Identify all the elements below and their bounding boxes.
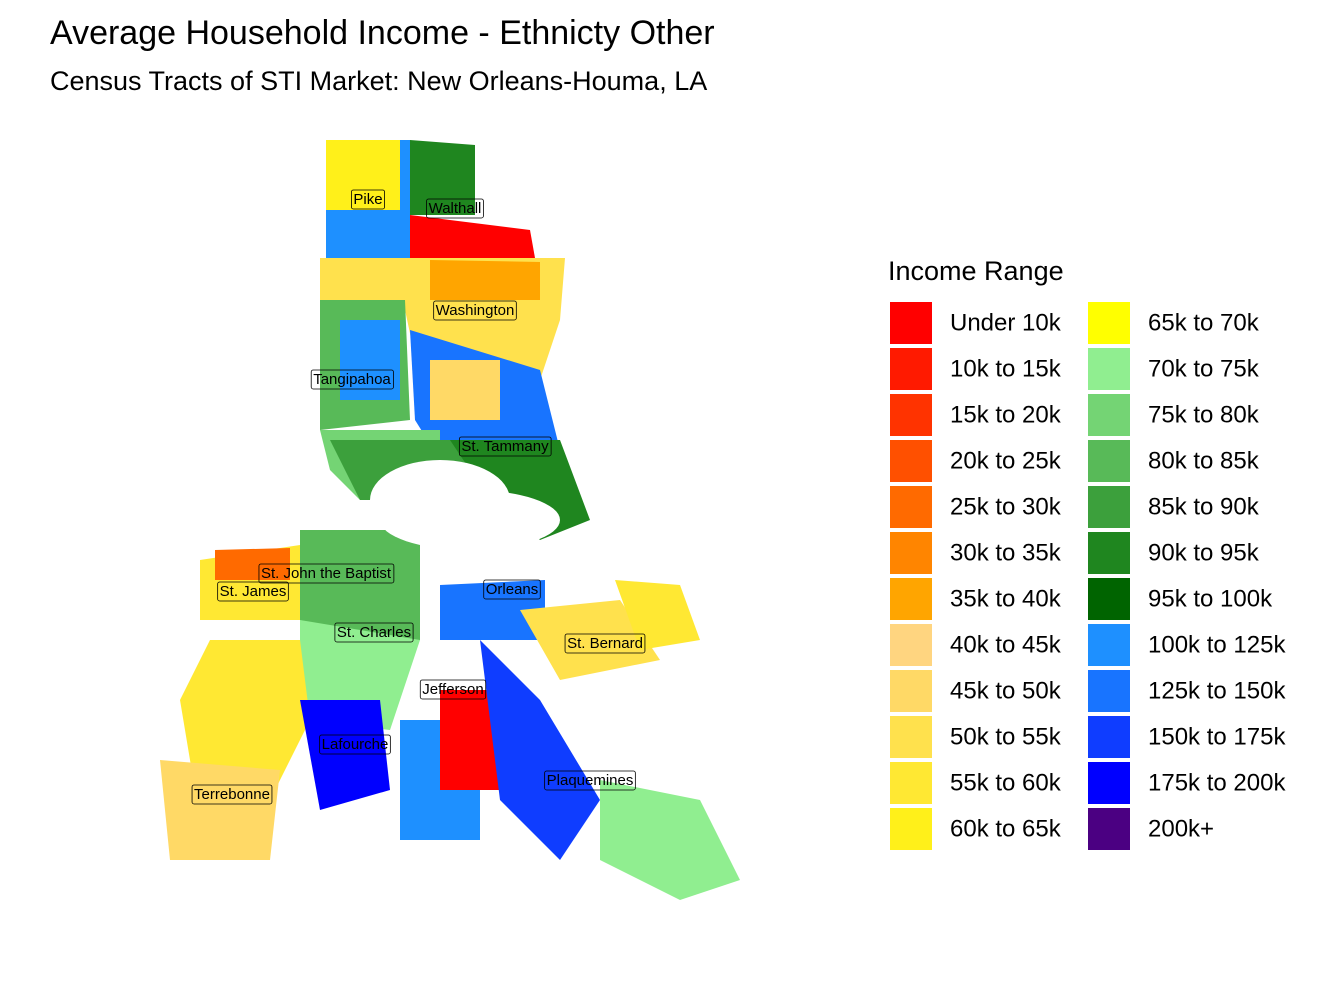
parish-label: Jefferson xyxy=(422,681,483,698)
legend-label: 175k to 200k xyxy=(1148,769,1286,796)
legend-label: 40k to 45k xyxy=(950,631,1062,658)
parish-label-box xyxy=(426,198,484,219)
legend-label: 15k to 20k xyxy=(950,401,1062,428)
legend-label: 20k to 25k xyxy=(950,447,1062,474)
legend-swatch xyxy=(890,624,932,666)
parish-label-box xyxy=(310,369,394,390)
legend-swatch xyxy=(1088,486,1130,528)
parish-label-box xyxy=(334,622,414,643)
parish-label-box xyxy=(433,300,517,321)
parish-label: St. James xyxy=(220,583,287,600)
parish-label-box xyxy=(351,189,385,210)
legend-label: 70k to 75k xyxy=(1148,355,1260,382)
parish-label: Walthall xyxy=(429,200,482,217)
legend-swatch xyxy=(1088,808,1130,850)
parish-label: Terrebonne xyxy=(194,786,270,803)
parish-label-box xyxy=(191,784,273,805)
parish-label: Lafourche xyxy=(322,736,389,753)
parish-label: Orleans xyxy=(486,581,539,598)
parish-label-box xyxy=(217,581,289,602)
parish-label: St. John the Baptist xyxy=(261,565,392,582)
legend-swatch xyxy=(890,440,932,482)
legend-swatch xyxy=(1088,440,1130,482)
legend-label: 55k to 60k xyxy=(950,769,1062,796)
parish-labels: Pike Walthall Washington Tangipahoa St. Tamm… xyxy=(191,189,646,805)
parish-label: Pike xyxy=(353,191,382,208)
legend-swatch xyxy=(890,670,932,712)
legend-label: 80k to 85k xyxy=(1148,447,1260,474)
legend-label: 65k to 70k xyxy=(1148,309,1260,336)
legend-swatch xyxy=(890,394,932,436)
legend-label: Under 10k xyxy=(950,309,1062,336)
legend-label: 60k to 65k xyxy=(950,815,1062,842)
legend-swatch xyxy=(1088,532,1130,574)
legend-swatch xyxy=(1088,348,1130,390)
parish-label: Washington xyxy=(436,302,515,319)
parish-label: Plaquemines xyxy=(547,772,634,789)
parish-label-box xyxy=(564,633,646,654)
legend-label: 45k to 50k xyxy=(950,677,1062,704)
legend-swatch xyxy=(890,486,932,528)
legend-label: 90k to 95k xyxy=(1148,539,1260,566)
legend-title: Income Range xyxy=(888,256,1064,286)
legend-swatch xyxy=(1088,578,1130,620)
subtitle: Census Tracts of STI Market: New Orleans… xyxy=(50,66,707,96)
legend-swatch xyxy=(1088,302,1130,344)
legend-label: 125k to 150k xyxy=(1148,677,1286,704)
parish-label-box xyxy=(419,679,487,700)
legend-label: 50k to 55k xyxy=(950,723,1062,750)
legend-swatch xyxy=(1088,670,1130,712)
legend-swatch xyxy=(890,762,932,804)
legend-swatch xyxy=(890,578,932,620)
parish-label-box xyxy=(483,579,541,600)
parish-label-box xyxy=(544,770,636,791)
legend-label: 85k to 90k xyxy=(1148,493,1260,520)
parish-label-box xyxy=(258,563,395,584)
legend-swatch xyxy=(1088,762,1130,804)
legend-swatch xyxy=(890,808,932,850)
legend-swatch xyxy=(1088,394,1130,436)
parish-label: St. Bernard xyxy=(567,635,643,652)
legend-swatch xyxy=(890,348,932,390)
legend-label: 10k to 15k xyxy=(950,355,1062,382)
title: Average Household Income - Ethnicty Othe… xyxy=(50,14,715,52)
legend-label: 25k to 30k xyxy=(950,493,1062,520)
parish-label-box xyxy=(458,436,552,457)
legend-swatch xyxy=(1088,624,1130,666)
map xyxy=(160,140,740,900)
legend-label: 95k to 100k xyxy=(1148,585,1273,612)
parish-label: Tangipahoa xyxy=(313,371,391,388)
legend-label: 100k to 125k xyxy=(1148,631,1286,658)
legend-label: 150k to 175k xyxy=(1148,723,1286,750)
legend: Under 10k 10k to 15k 15k to 20k 20k to 25k 2… xyxy=(890,302,1286,850)
legend-swatch xyxy=(890,302,932,344)
parish-label: St. Tammany xyxy=(461,438,549,455)
legend-swatch xyxy=(890,532,932,574)
legend-label: 75k to 80k xyxy=(1148,401,1260,428)
parish-label: St. Charles xyxy=(337,624,411,641)
legend-swatch xyxy=(1088,716,1130,758)
legend-label: 35k to 40k xyxy=(950,585,1062,612)
parish-label-box xyxy=(319,734,391,755)
legend-label: 30k to 35k xyxy=(950,539,1062,566)
legend-label: 200k+ xyxy=(1148,815,1214,842)
legend-swatch xyxy=(890,716,932,758)
